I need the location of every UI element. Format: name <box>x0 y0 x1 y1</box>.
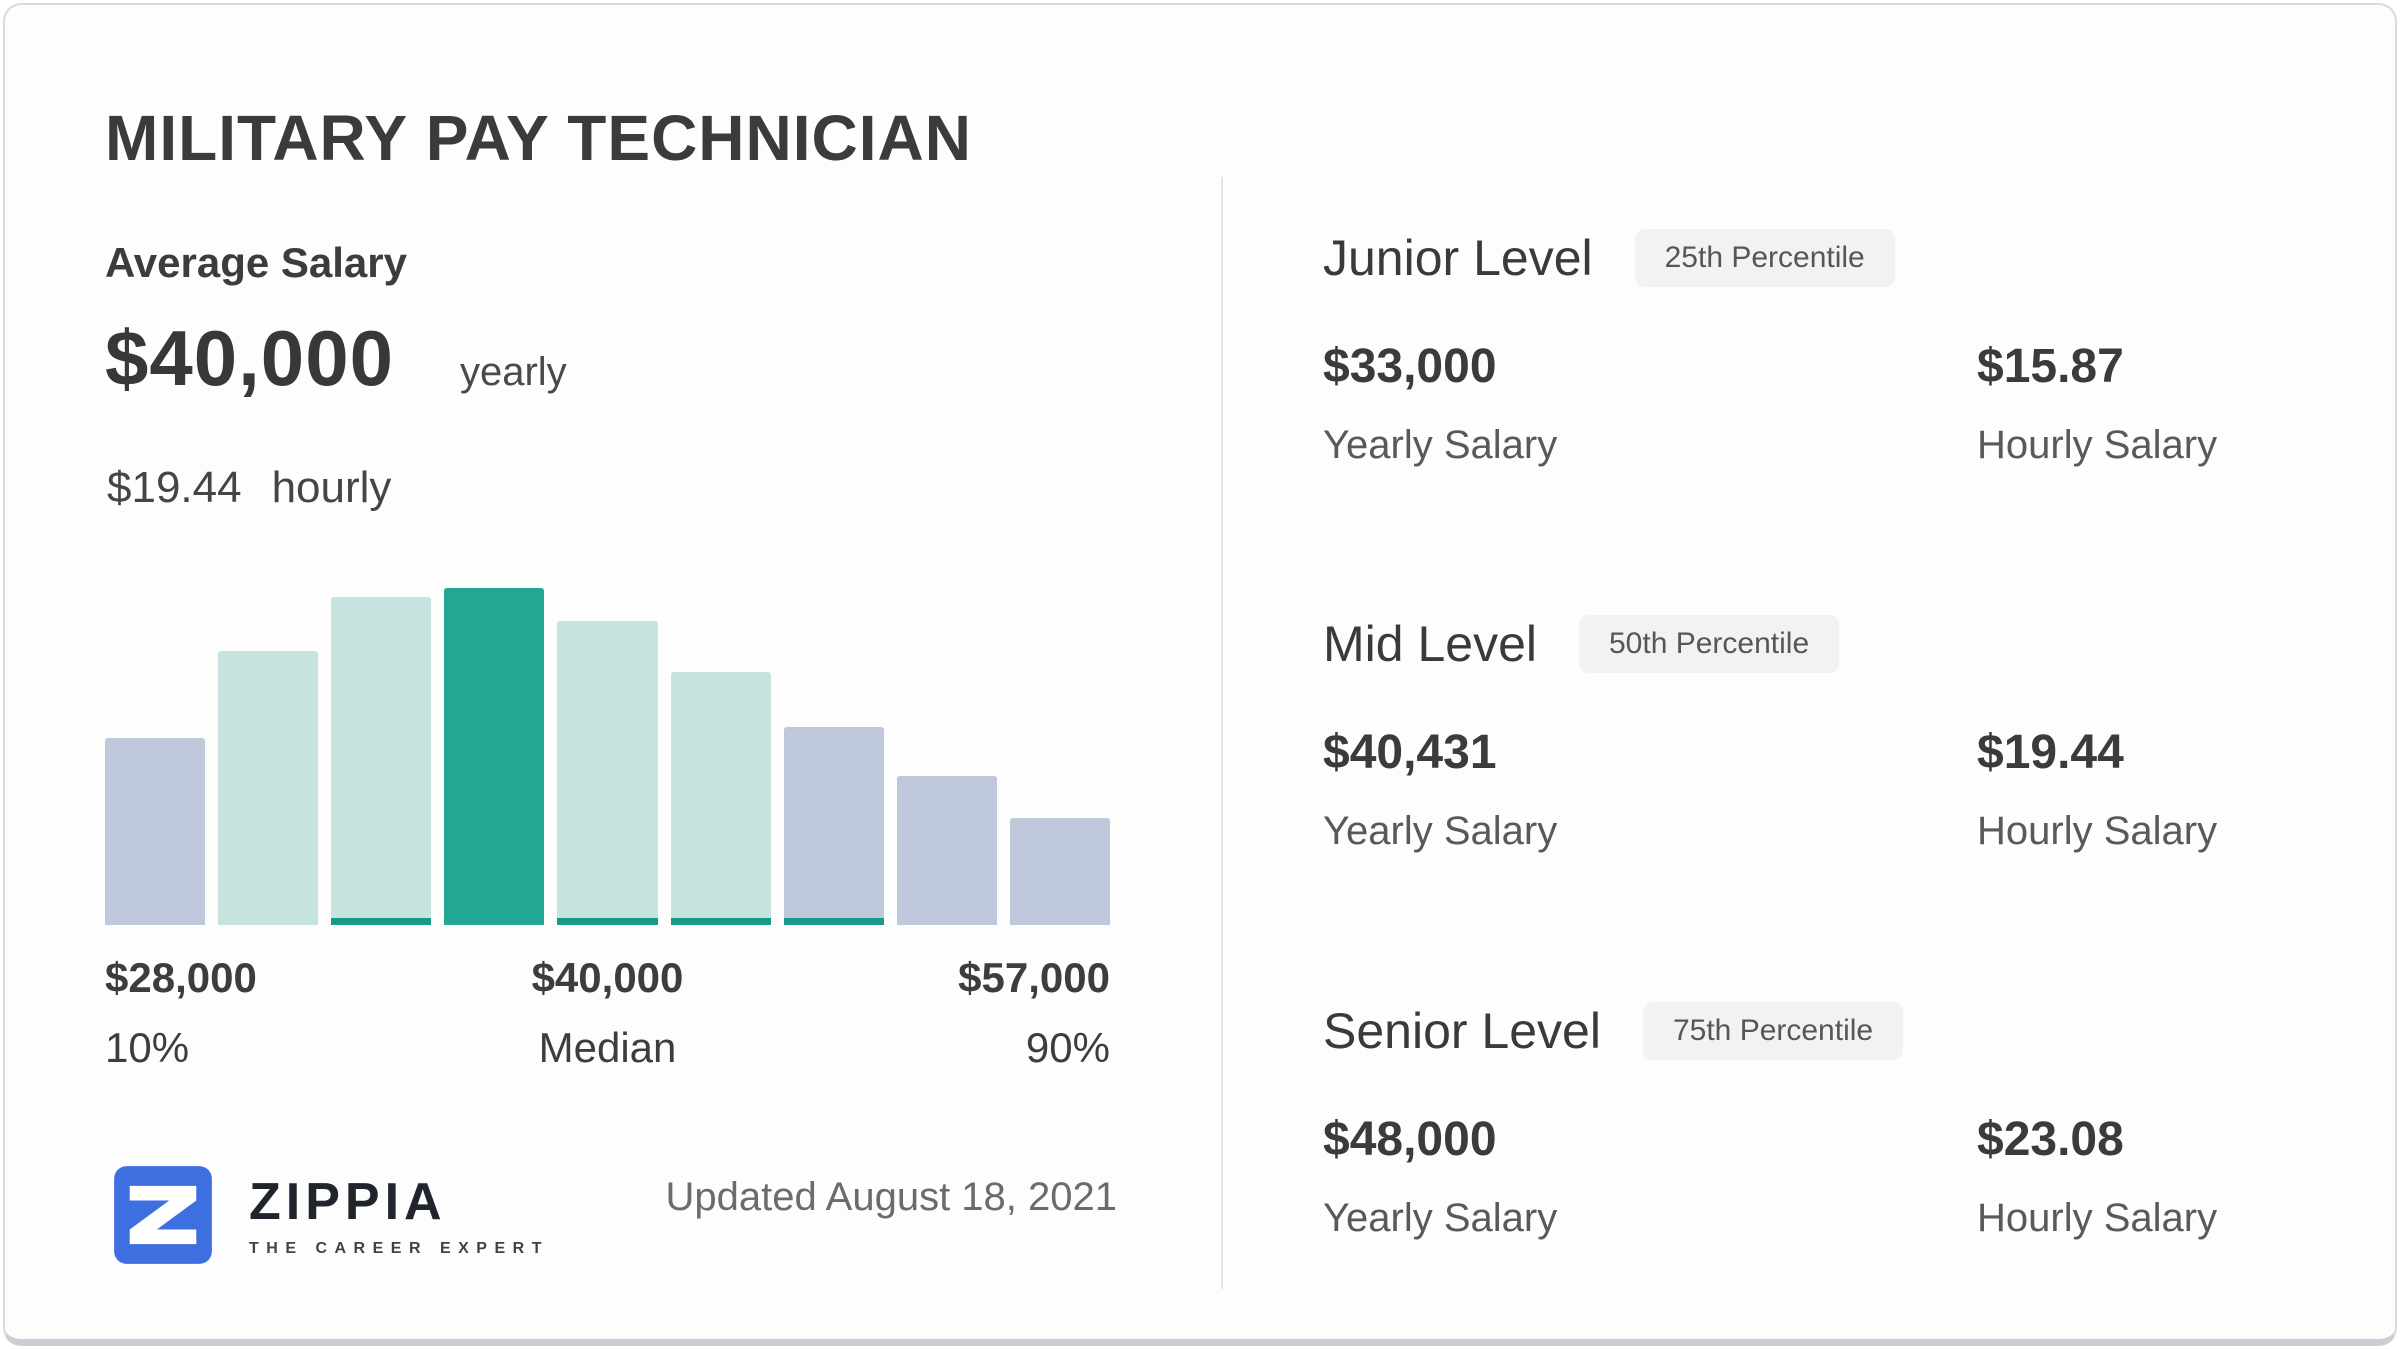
hourly-salary-value: $19.44 <box>107 463 242 512</box>
marker-median: $40,000 Median <box>532 953 684 1073</box>
hourly-value: $19.44 <box>1977 726 2124 779</box>
yearly-value: $33,000 <box>1323 340 1497 393</box>
histogram-bar <box>105 738 206 925</box>
section-junior-level: Junior Level 25th Percentile $33,000 Yea… <box>1323 227 2313 469</box>
marker-value: $28,000 <box>105 954 257 1001</box>
brand-tagline: THE CAREER EXPERT <box>249 1240 549 1257</box>
zippia-logo-icon <box>114 1166 212 1264</box>
histogram-bar <box>444 588 545 925</box>
hourly-label: Hourly Salary <box>1977 809 2218 853</box>
marker-label: 10% <box>105 1024 190 1071</box>
vertical-divider <box>1221 177 1223 1289</box>
page-title: MILITARY PAY TECHNICIAN <box>105 102 972 174</box>
yearly-column: $40,431 Yearly Salary <box>1323 725 1977 855</box>
histogram-bar <box>896 776 997 925</box>
histogram-bar <box>218 651 319 925</box>
section-header: Junior Level 25th Percentile <box>1323 227 2313 289</box>
marker-value: $57,000 <box>958 954 1110 1001</box>
hourly-label: Hourly Salary <box>1977 423 2218 467</box>
histogram-axis-markers: $28,000 10% $40,000 Median $57,000 90% <box>105 953 1110 1073</box>
yearly-value: $40,431 <box>1323 726 1497 779</box>
section-header: Senior Level 75th Percentile <box>1323 1000 2313 1062</box>
marker-label: Median <box>538 1024 677 1071</box>
histogram-bar <box>557 621 658 925</box>
hourly-value: $23.08 <box>1977 1113 2124 1166</box>
marker-label: 90% <box>1025 1024 1110 1071</box>
section-mid-level: Mid Level 50th Percentile $40,431 Yearly… <box>1323 613 2313 855</box>
yearly-label: Yearly Salary <box>1323 423 1558 467</box>
section-values: $40,431 Yearly Salary $19.44 Hourly Sala… <box>1323 725 2313 855</box>
percentile-badge: 50th Percentile <box>1579 615 1840 673</box>
bar-baseline-stripe <box>331 918 432 925</box>
yearly-salary-unit: yearly <box>459 350 567 394</box>
hourly-salary-row: $19.44 hourly <box>107 463 391 513</box>
salary-histogram <box>105 575 1110 925</box>
zippia-logo: ZIPPIA THE CAREER EXPERT <box>111 1163 549 1267</box>
section-title: Junior Level <box>1323 230 1593 286</box>
marker-value: $40,000 <box>531 954 684 1001</box>
bar-baseline-stripe <box>670 918 771 925</box>
histogram-bar <box>783 727 884 925</box>
section-senior-level: Senior Level 75th Percentile $48,000 Yea… <box>1323 1000 2313 1242</box>
hourly-label: Hourly Salary <box>1977 1196 2218 1240</box>
yearly-label: Yearly Salary <box>1323 1196 1558 1240</box>
marker-90th-percentile: $57,000 90% <box>958 953 1110 1073</box>
section-header: Mid Level 50th Percentile <box>1323 613 2313 675</box>
yearly-salary-row: $40,000 yearly <box>105 313 567 404</box>
histogram-bar <box>1009 818 1110 925</box>
hourly-value: $15.87 <box>1977 340 2124 393</box>
histogram-bar <box>331 597 432 925</box>
section-title: Mid Level <box>1323 616 1537 672</box>
yearly-column: $48,000 Yearly Salary <box>1323 1112 1977 1242</box>
marker-10th-percentile: $28,000 10% <box>105 953 257 1073</box>
hourly-column: $19.44 Hourly Salary <box>1977 725 2313 855</box>
section-title: Senior Level <box>1323 1003 1601 1059</box>
bar-baseline-stripe <box>557 918 658 925</box>
yearly-column: $33,000 Yearly Salary <box>1323 339 1977 469</box>
bar-baseline-stripe <box>783 918 884 925</box>
average-salary-label: Average Salary <box>105 239 407 286</box>
yearly-label: Yearly Salary <box>1323 809 1558 853</box>
section-values: $33,000 Yearly Salary $15.87 Hourly Sala… <box>1323 339 2313 469</box>
hourly-column: $15.87 Hourly Salary <box>1977 339 2313 469</box>
yearly-salary-value: $40,000 <box>105 314 394 402</box>
hourly-salary-unit: hourly <box>271 463 392 512</box>
zippia-logo-text: ZIPPIA THE CAREER EXPERT <box>249 1172 549 1258</box>
updated-date: Updated August 18, 2021 <box>665 1175 1117 1219</box>
brand-name: ZIPPIA <box>249 1173 447 1231</box>
histogram-bar <box>670 672 771 925</box>
percentile-badge: 25th Percentile <box>1634 229 1895 287</box>
section-values: $48,000 Yearly Salary $23.08 Hourly Sala… <box>1323 1112 2313 1242</box>
yearly-value: $48,000 <box>1323 1113 1497 1166</box>
hourly-column: $23.08 Hourly Salary <box>1977 1112 2313 1242</box>
infographic-card: MILITARY PAY TECHNICIAN Average Salary $… <box>3 3 2397 1346</box>
percentile-badge: 75th Percentile <box>1642 1002 1904 1060</box>
